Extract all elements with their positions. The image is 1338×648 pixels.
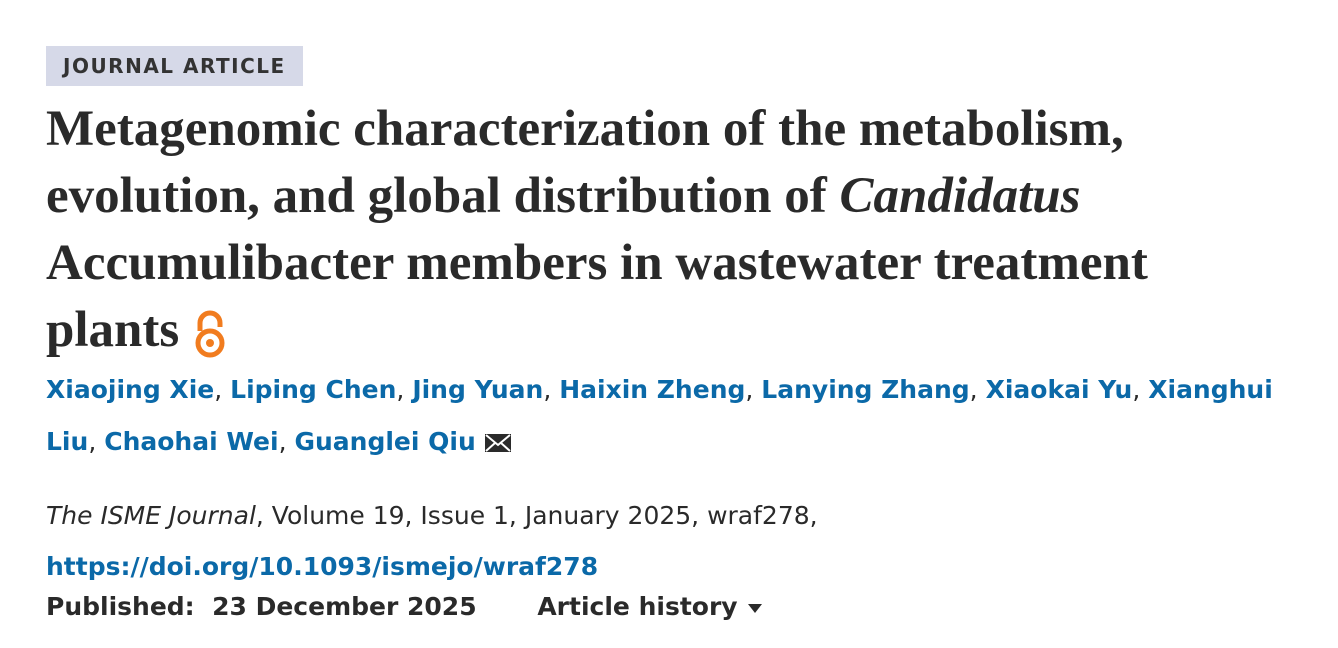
title-line: plants [46, 297, 1148, 364]
title-line: evolution, and global distribution of Ca… [46, 163, 1148, 230]
article-history-text: Article history [537, 592, 738, 621]
author-separator: , [745, 375, 754, 404]
author-link[interactable]: Xiaokai Yu [985, 375, 1133, 404]
author-link[interactable]: Haixin Zheng [559, 375, 746, 404]
author-separator: , [1132, 375, 1141, 404]
author-link[interactable]: Lanying Zhang [761, 375, 970, 404]
published-date: 23 December 2025 [212, 592, 477, 621]
open-access-icon [195, 310, 225, 358]
published-label: Published: [46, 592, 195, 621]
email-icon[interactable] [484, 432, 512, 454]
article-type-badge: JOURNAL ARTICLE [46, 46, 303, 86]
author-link[interactable]: Xianghui Liu [46, 375, 1273, 456]
author-separator: , [969, 375, 978, 404]
citation: The ISME Journal, Volume 19, Issue 1, Ja… [46, 490, 818, 592]
author-separator: , [543, 375, 552, 404]
author-separator: , [88, 427, 97, 456]
publication-info: Published: 23 December 2025 Article hist… [46, 592, 764, 621]
author-list: Xiaojing Xie, Liping Chen, Jing Yuan, Ha… [46, 364, 1306, 468]
title-text: evolution, and global distribution of [46, 168, 827, 224]
author-link[interactable]: Liping Chen [230, 375, 397, 404]
author-separator: , [396, 375, 405, 404]
article-title: Metagenomic characterization of the meta… [46, 96, 1148, 364]
title-line: Accumulibacter members in wastewater tre… [46, 235, 1148, 291]
article-history-toggle[interactable]: Article history [537, 592, 764, 621]
doi-line: https://doi.org/10.1093/ismejo/wraf278 [46, 541, 818, 592]
title-line: Metagenomic characterization of the meta… [46, 101, 1124, 157]
author-separator: , [278, 427, 287, 456]
title-text: plants [46, 302, 180, 358]
author-link[interactable]: Guanglei Qiu [294, 427, 476, 456]
author-link[interactable]: Xiaojing Xie [46, 375, 215, 404]
title-italic: Candidatus [839, 168, 1081, 224]
author-separator: , [214, 375, 223, 404]
dropdown-arrow [748, 604, 763, 613]
citation-details: , Volume 19, Issue 1, January 2025, wraf… [255, 501, 818, 530]
doi-link[interactable]: https://doi.org/10.1093/ismejo/wraf278 [46, 552, 599, 581]
citation-line: The ISME Journal, Volume 19, Issue 1, Ja… [46, 490, 818, 541]
author-link[interactable]: Jing Yuan [412, 375, 544, 404]
journal-name: The ISME Journal [46, 501, 256, 530]
author-link[interactable]: Chaohai Wei [104, 427, 279, 456]
